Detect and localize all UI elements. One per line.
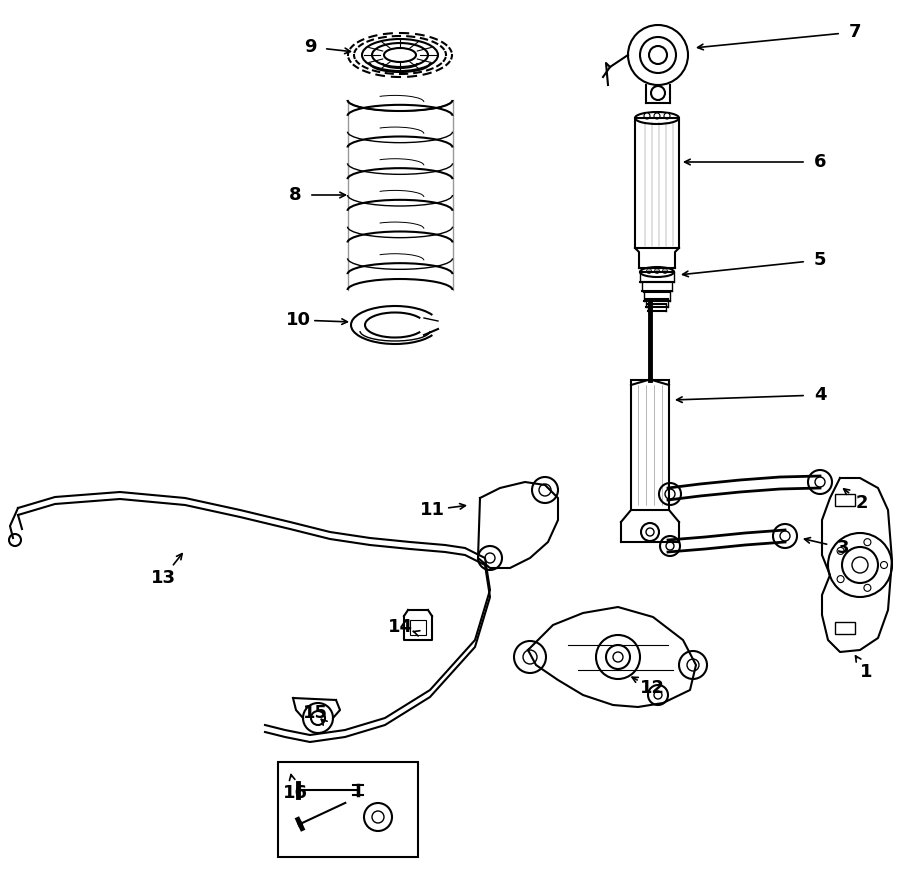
Text: 10: 10	[285, 311, 310, 329]
Text: 11: 11	[419, 501, 445, 519]
Text: 14: 14	[388, 618, 412, 636]
Bar	[635, 118, 679, 248]
Bar	[278, 762, 418, 857]
Text: 9: 9	[304, 38, 316, 56]
Text: 5: 5	[814, 251, 826, 269]
Text: 2: 2	[856, 494, 868, 512]
Text: 6: 6	[814, 153, 826, 171]
Circle shape	[646, 268, 652, 273]
Text: 3: 3	[837, 539, 850, 557]
Circle shape	[662, 268, 668, 273]
Text: 8: 8	[289, 186, 302, 204]
Bar	[410, 620, 426, 635]
Text: 1: 1	[860, 663, 872, 681]
Text: 16: 16	[283, 784, 308, 802]
Text: 4: 4	[814, 386, 826, 404]
Circle shape	[644, 113, 650, 119]
Circle shape	[664, 113, 670, 119]
Bar	[631, 380, 669, 510]
Circle shape	[654, 268, 660, 273]
Bar	[835, 494, 855, 506]
Circle shape	[654, 113, 660, 119]
Bar	[835, 622, 855, 634]
Text: 13: 13	[150, 569, 176, 587]
Text: 15: 15	[302, 704, 328, 722]
Text: 7: 7	[849, 23, 861, 41]
Text: 12: 12	[640, 679, 664, 697]
